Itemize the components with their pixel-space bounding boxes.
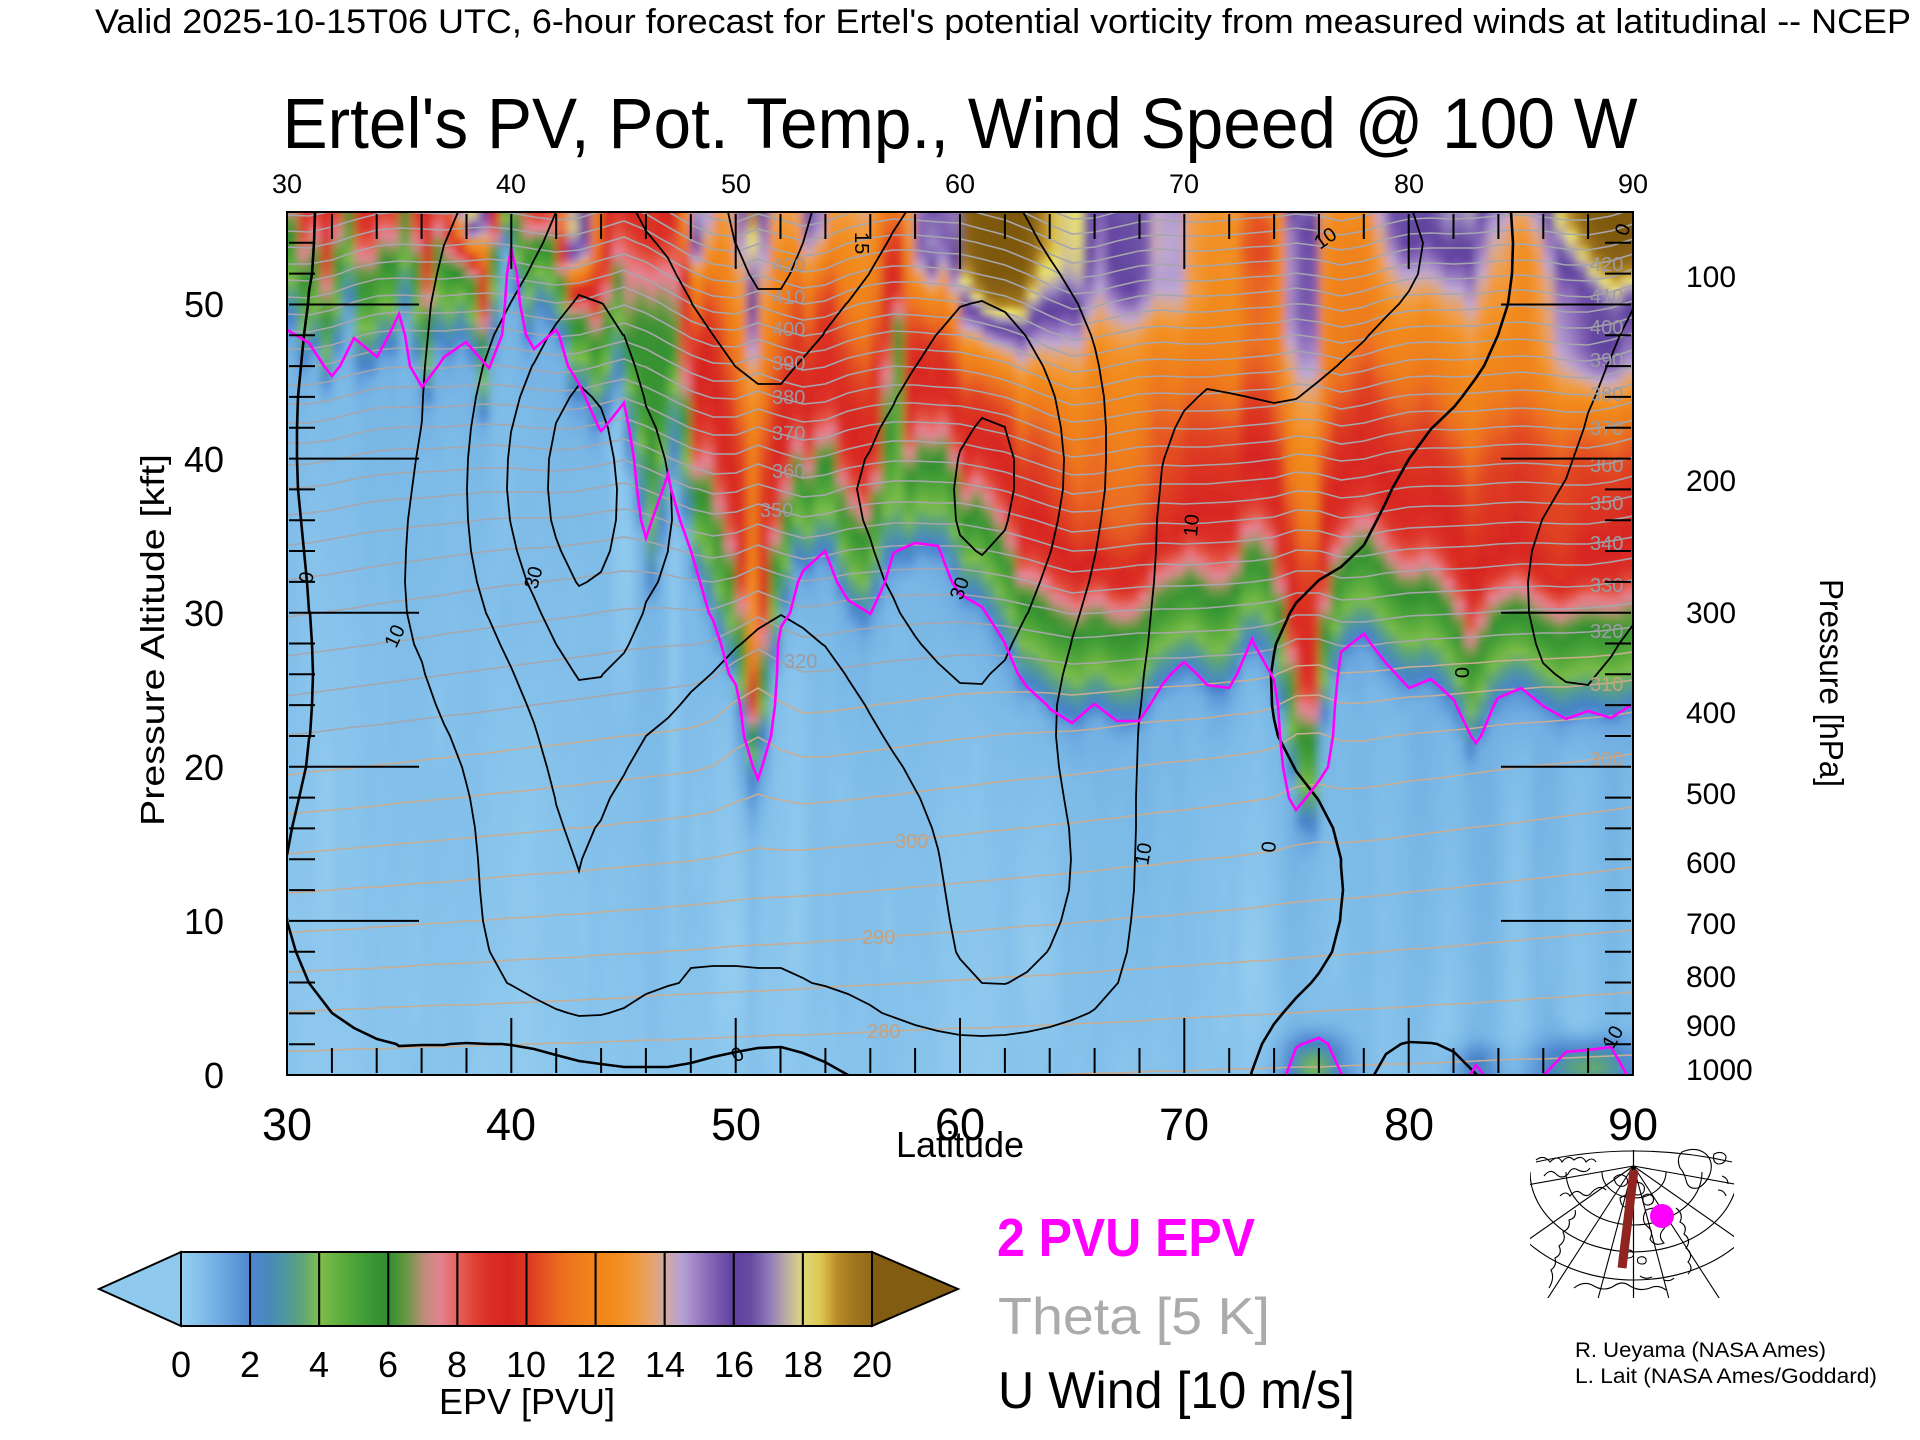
svg-text:R. Ueyama (NASA Ames): R. Ueyama (NASA Ames): [1575, 1339, 1826, 1362]
svg-text:100: 100: [1686, 261, 1736, 294]
svg-text:90: 90: [1618, 169, 1648, 199]
svg-text:Valid 2025-10-15T06 UTC, 6-hou: Valid 2025-10-15T06 UTC, 6-hour forecast…: [95, 3, 1911, 41]
svg-text:420: 420: [1590, 254, 1623, 276]
svg-text:390: 390: [1590, 350, 1623, 372]
svg-text:6: 6: [378, 1344, 398, 1385]
svg-text:310: 310: [1590, 674, 1623, 696]
svg-text:400: 400: [772, 319, 805, 341]
svg-text:370: 370: [1590, 418, 1623, 440]
svg-text:20: 20: [184, 747, 224, 788]
svg-text:0: 0: [171, 1344, 191, 1385]
svg-text:410: 410: [772, 287, 805, 309]
svg-text:300: 300: [895, 831, 928, 853]
svg-text:2 PVU EPV: 2 PVU EPV: [997, 1208, 1255, 1268]
svg-text:400: 400: [1590, 317, 1623, 339]
svg-text:40: 40: [486, 1099, 536, 1150]
svg-text:290: 290: [862, 927, 895, 949]
svg-text:50: 50: [711, 1099, 761, 1150]
svg-text:320: 320: [784, 651, 817, 673]
svg-text:70: 70: [1169, 169, 1199, 199]
svg-text:Pressure [hPa]: Pressure [hPa]: [1813, 579, 1850, 787]
svg-text:300: 300: [1686, 597, 1736, 630]
svg-text:10: 10: [1180, 513, 1204, 537]
svg-text:340: 340: [1590, 533, 1623, 555]
svg-text:320: 320: [1590, 621, 1623, 643]
svg-text:0: 0: [1450, 667, 1472, 678]
svg-text:1000: 1000: [1686, 1054, 1753, 1087]
svg-text:4: 4: [309, 1344, 329, 1385]
svg-text:50: 50: [721, 169, 751, 199]
svg-text:50: 50: [184, 284, 224, 325]
svg-text:0: 0: [1258, 840, 1281, 853]
svg-text:410: 410: [1590, 286, 1623, 308]
svg-text:10: 10: [506, 1344, 546, 1385]
svg-text:280: 280: [867, 1021, 900, 1043]
svg-text:10: 10: [1131, 841, 1157, 867]
svg-text:20: 20: [852, 1344, 892, 1385]
svg-text:200: 200: [1686, 465, 1736, 498]
svg-text:Latitude: Latitude: [896, 1124, 1024, 1165]
svg-text:900: 900: [1686, 1010, 1736, 1043]
svg-text:350: 350: [1590, 493, 1623, 515]
svg-text:330: 330: [1590, 575, 1623, 597]
svg-text:300: 300: [1590, 749, 1623, 771]
svg-text:420: 420: [772, 255, 805, 277]
svg-text:380: 380: [772, 387, 805, 409]
svg-text:500: 500: [1686, 778, 1736, 811]
svg-text:40: 40: [496, 169, 526, 199]
svg-text:Theta [5 K]: Theta [5 K]: [998, 1288, 1270, 1346]
svg-text:Ertel's PV, Pot. Temp., Wind S: Ertel's PV, Pot. Temp., Wind Speed @ 100…: [283, 85, 1638, 164]
svg-text:15: 15: [850, 232, 872, 254]
svg-text:700: 700: [1686, 908, 1736, 941]
svg-text:80: 80: [1394, 169, 1424, 199]
svg-text:390: 390: [772, 353, 805, 375]
svg-text:90: 90: [1608, 1099, 1658, 1150]
svg-text:350: 350: [760, 500, 793, 522]
svg-text:360: 360: [772, 461, 805, 483]
svg-text:18: 18: [783, 1344, 823, 1385]
svg-text:12: 12: [576, 1344, 616, 1385]
svg-text:30: 30: [262, 1099, 312, 1150]
svg-text:Pressure Altitude [kft]: Pressure Altitude [kft]: [134, 454, 171, 826]
svg-text:70: 70: [1159, 1099, 1209, 1150]
svg-text:400: 400: [1686, 697, 1736, 730]
svg-text:40: 40: [184, 439, 224, 480]
svg-text:10: 10: [184, 901, 224, 942]
svg-text:600: 600: [1686, 847, 1736, 880]
svg-text:8: 8: [447, 1344, 467, 1385]
svg-text:EPV [PVU]: EPV [PVU]: [439, 1381, 615, 1422]
svg-text:60: 60: [935, 1099, 985, 1150]
svg-text:L. Lait (NASA Ames/Goddard): L. Lait (NASA Ames/Goddard): [1575, 1365, 1877, 1388]
svg-text:U Wind [10 m/s]: U Wind [10 m/s]: [998, 1362, 1355, 1420]
svg-text:380: 380: [1590, 384, 1623, 406]
svg-text:2: 2: [240, 1344, 260, 1385]
svg-text:80: 80: [1384, 1099, 1434, 1150]
svg-text:0: 0: [204, 1055, 224, 1096]
svg-text:800: 800: [1686, 961, 1736, 994]
svg-text:360: 360: [1590, 455, 1623, 477]
svg-text:30: 30: [184, 593, 224, 634]
svg-text:60: 60: [945, 169, 975, 199]
svg-text:16: 16: [714, 1344, 754, 1385]
svg-text:30: 30: [272, 169, 302, 199]
svg-text:14: 14: [645, 1344, 685, 1385]
svg-text:370: 370: [772, 423, 805, 445]
